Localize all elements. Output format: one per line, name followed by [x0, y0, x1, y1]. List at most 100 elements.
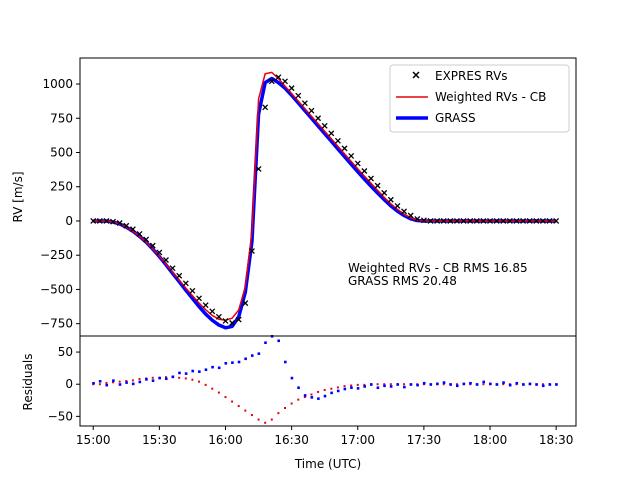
residuals-series-layer [92, 335, 558, 424]
grass-residual-point [363, 385, 366, 388]
expres-rv-point [348, 152, 355, 159]
weighted-residual-point [284, 407, 287, 409]
weighted-residual-point [403, 383, 406, 386]
grass-residual-point [191, 369, 195, 373]
legend-box [389, 64, 570, 133]
weighted-residual-point [112, 381, 115, 384]
x-tick-label: 15:00 [76, 433, 111, 447]
grass-residual-point [303, 394, 307, 397]
grass-residual-point [138, 380, 142, 384]
grass-residual-point [436, 382, 439, 386]
expres-rv-point [526, 218, 533, 224]
grass-residual-point [125, 381, 128, 384]
grass-residual-point [112, 379, 115, 382]
residuals-plot-area [80, 336, 576, 426]
expres-rv-point [368, 175, 374, 182]
weighted-residual-point [257, 418, 260, 421]
weighted-residual-point [184, 377, 187, 380]
weighted-residual-point [131, 379, 134, 382]
rms-annotation-grass: GRASS RMS 20.48 [348, 274, 457, 288]
weighted-residual-point [151, 376, 154, 379]
grass-residual-point [389, 385, 393, 388]
expres-rv-point [90, 218, 97, 224]
expres-rv-point [295, 92, 302, 99]
expres-rv-point [242, 300, 249, 307]
weighted-residual-point [138, 378, 141, 381]
expres-rv-point [96, 218, 103, 224]
legend-label-weighted: Weighted RVs - CB [435, 90, 546, 104]
expres-rv-point [129, 226, 136, 233]
grass-residual-point [224, 362, 228, 365]
residuals-y-axis-label: Residuals [21, 354, 35, 411]
grass-residual-point [330, 391, 333, 395]
weighted-residual-point [191, 378, 194, 381]
grass-residual-point [409, 383, 413, 386]
expres-rv-point [215, 313, 222, 320]
grass-residual-point [508, 383, 512, 387]
main-y-tick-label: 1000 [42, 77, 73, 91]
grass-residual-point [297, 386, 300, 390]
grass-residual-point [164, 377, 168, 381]
residuals-x-axis: 15:00 15:30 16:00 16:30 17:00 17:30 18:00 18:30 [76, 426, 573, 447]
grass-residual-point [151, 379, 155, 382]
residuals-y-axis: −50 0 50 [48, 345, 80, 423]
grass-residual-point [98, 380, 102, 383]
grass-residual-point [356, 387, 360, 390]
expres-rv-point [229, 320, 236, 326]
weighted-residual-point [455, 383, 458, 386]
grass-residual-point [184, 372, 188, 375]
weighted-residual-point [330, 387, 333, 390]
expres-rv-point [553, 218, 560, 224]
grass-residual-point [290, 376, 294, 380]
grass-residual-point [376, 386, 380, 390]
legend-label-expres: EXPRES RVs [435, 69, 508, 83]
expres-rv-point [473, 218, 480, 224]
main-panel: −750 −500 −250 0 250 500 750 1000 RV [m/s] EXPR… [11, 57, 577, 337]
weighted-residual-point [237, 405, 240, 408]
x-tick-label: 17:00 [340, 433, 375, 447]
expres-rv-point [447, 218, 454, 224]
grass-residual-point [489, 382, 492, 386]
expres-rv-point [361, 168, 368, 174]
weighted-residual-point [442, 383, 445, 386]
expres-rv-point [288, 85, 295, 92]
grass-residual-point [502, 381, 505, 384]
expres-rv-point [235, 316, 242, 323]
x-tick-label: 16:30 [274, 433, 309, 447]
x-tick-label: 15:30 [142, 433, 177, 447]
grass-residual-point [158, 376, 161, 380]
grass-residual-point [495, 383, 499, 386]
expres-rv-point [440, 218, 447, 224]
legend: EXPRES RVs Weighted RVs - CB GRASS [389, 64, 570, 133]
weighted-residual-point [376, 383, 379, 386]
grass-residual-point [396, 383, 400, 386]
expres-rv-point [268, 78, 275, 85]
expres-rv-point [354, 160, 361, 167]
grass-residual-point [369, 383, 373, 386]
rms-annotation-weighted: Weighted RVs - CB RMS 16.85 [348, 261, 528, 275]
grass-residual-point [350, 386, 353, 390]
residuals-y-tick-label: 50 [58, 345, 73, 359]
expres-rv-point [420, 217, 427, 224]
grass-residual-point [455, 384, 459, 388]
grass-residual-point [310, 396, 314, 399]
expres-rv-point [480, 218, 487, 224]
grass-residual-point [250, 354, 254, 357]
main-y-axis-label: RV [m/s] [11, 171, 25, 222]
main-y-axis: −750 −500 −250 0 250 500 750 1000 [40, 77, 80, 331]
grass-residual-point [403, 385, 406, 389]
weighted-residual-point [264, 421, 267, 424]
weighted-residual-point [482, 383, 485, 386]
weighted-residual-point [105, 381, 108, 384]
expres-rv-point [387, 196, 394, 203]
expres-rv-point [255, 165, 262, 172]
weighted-residual-point [310, 393, 313, 396]
legend-label-grass: GRASS [435, 111, 476, 125]
x-axis-label: Time (UTC) [294, 457, 361, 471]
residuals-y-tick-label: 0 [65, 377, 73, 391]
expres-rv-point [328, 130, 335, 137]
grass-residual-point [231, 361, 234, 364]
grass-residual-point [131, 382, 135, 386]
weighted-residual-point [297, 398, 300, 401]
x-tick-label: 17:30 [407, 433, 442, 447]
